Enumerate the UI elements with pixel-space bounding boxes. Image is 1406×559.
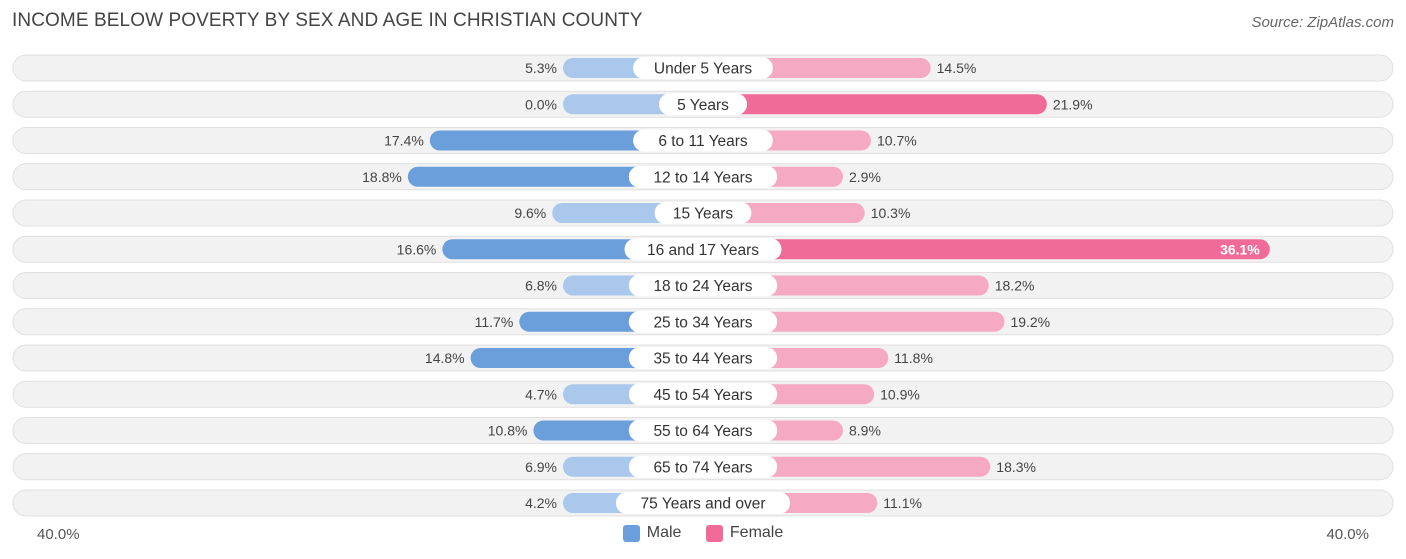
female-bar — [703, 239, 1270, 260]
category-label-bg — [658, 93, 748, 116]
male-bar — [407, 166, 703, 187]
male-value-label: 4.2% — [525, 495, 557, 511]
legend-item-female[interactable]: Female — [705, 524, 784, 542]
female-value-label: 18.3% — [996, 459, 1036, 475]
male-value-label: 18.8% — [362, 169, 402, 185]
category-label: Under 5 Years — [654, 61, 752, 78]
male-value-label: 9.6% — [514, 205, 546, 221]
female-value-label: 19.2% — [1010, 314, 1050, 330]
legend: Male Female — [0, 524, 1406, 547]
female-value-label: 18.2% — [995, 278, 1035, 294]
male-value-label: 10.8% — [488, 423, 528, 439]
category-label: 25 to 34 Years — [653, 314, 752, 331]
category-label: 18 to 24 Years — [653, 278, 752, 295]
female-value-label: 8.9% — [849, 423, 881, 439]
female-bar — [703, 311, 1005, 332]
male-value-label: 4.7% — [525, 386, 557, 402]
category-label-bg — [633, 57, 773, 79]
female-bar — [703, 94, 1047, 115]
category-label-bg — [633, 129, 773, 152]
category-label-bg — [628, 274, 778, 297]
category-label: 5 Years — [677, 97, 729, 114]
male-value-label: 5.3% — [525, 60, 557, 76]
source-label: Source: ZipAtlas.com — [1251, 14, 1394, 31]
category-label: 6 to 11 Years — [658, 133, 748, 150]
male-value-label: 14.8% — [425, 350, 465, 366]
category-label: 55 to 64 Years — [653, 423, 752, 440]
male-value-label: 0.0% — [525, 96, 557, 112]
category-label-bg — [628, 347, 778, 369]
category-label: 75 Years and over — [641, 496, 766, 513]
chart-title: INCOME BELOW POVERTY BY SEX AND AGE IN C… — [12, 10, 643, 31]
male-value-label: 6.8% — [525, 278, 557, 294]
axis-left-label: 40.0% — [37, 526, 80, 543]
legend-swatch-male — [622, 524, 640, 542]
category-label: 45 to 54 Years — [653, 387, 752, 404]
legend-item-male[interactable]: Male — [622, 524, 682, 542]
axis-right-label: 40.0% — [1326, 526, 1369, 543]
category-label-bg — [628, 165, 778, 188]
male-value-label: 6.9% — [525, 459, 557, 475]
category-label-bg — [654, 202, 752, 224]
male-value-label: 17.4% — [384, 133, 424, 149]
female-value-label: 11.1% — [883, 495, 922, 511]
category-label-bg — [624, 238, 782, 261]
chart-svg: Under 5 Years 5.3% 14.5% 5 Years 0.0% 21.9% 6 … — [12, 54, 1394, 517]
category-label: 35 to 44 Years — [653, 351, 752, 368]
category-label: 16 and 17 Years — [647, 242, 759, 259]
female-value-label: 10.9% — [880, 386, 920, 402]
legend-label-male: Male — [646, 524, 682, 541]
female-value-label: 21.9% — [1053, 96, 1093, 112]
category-label-bg — [615, 492, 791, 514]
category-label-bg — [628, 310, 778, 333]
category-label-bg — [628, 455, 778, 478]
category-label: 12 to 14 Years — [653, 169, 752, 186]
legend-label-female: Female — [729, 524, 784, 541]
female-value-label: 10.7% — [877, 133, 917, 149]
male-value-label: 16.6% — [397, 241, 437, 257]
legend-swatch-female — [705, 524, 723, 542]
female-value-label: 36.1% — [1220, 241, 1260, 257]
category-label-bg — [628, 419, 778, 442]
female-value-label: 11.8% — [894, 350, 933, 366]
female-value-label: 2.9% — [849, 169, 881, 185]
category-label-bg — [628, 383, 778, 406]
female-value-label: 14.5% — [937, 60, 977, 76]
female-value-label: 10.3% — [871, 205, 911, 221]
male-value-label: 11.7% — [475, 314, 514, 330]
category-label: 65 to 74 Years — [653, 459, 752, 476]
category-label: 15 Years — [673, 206, 734, 223]
